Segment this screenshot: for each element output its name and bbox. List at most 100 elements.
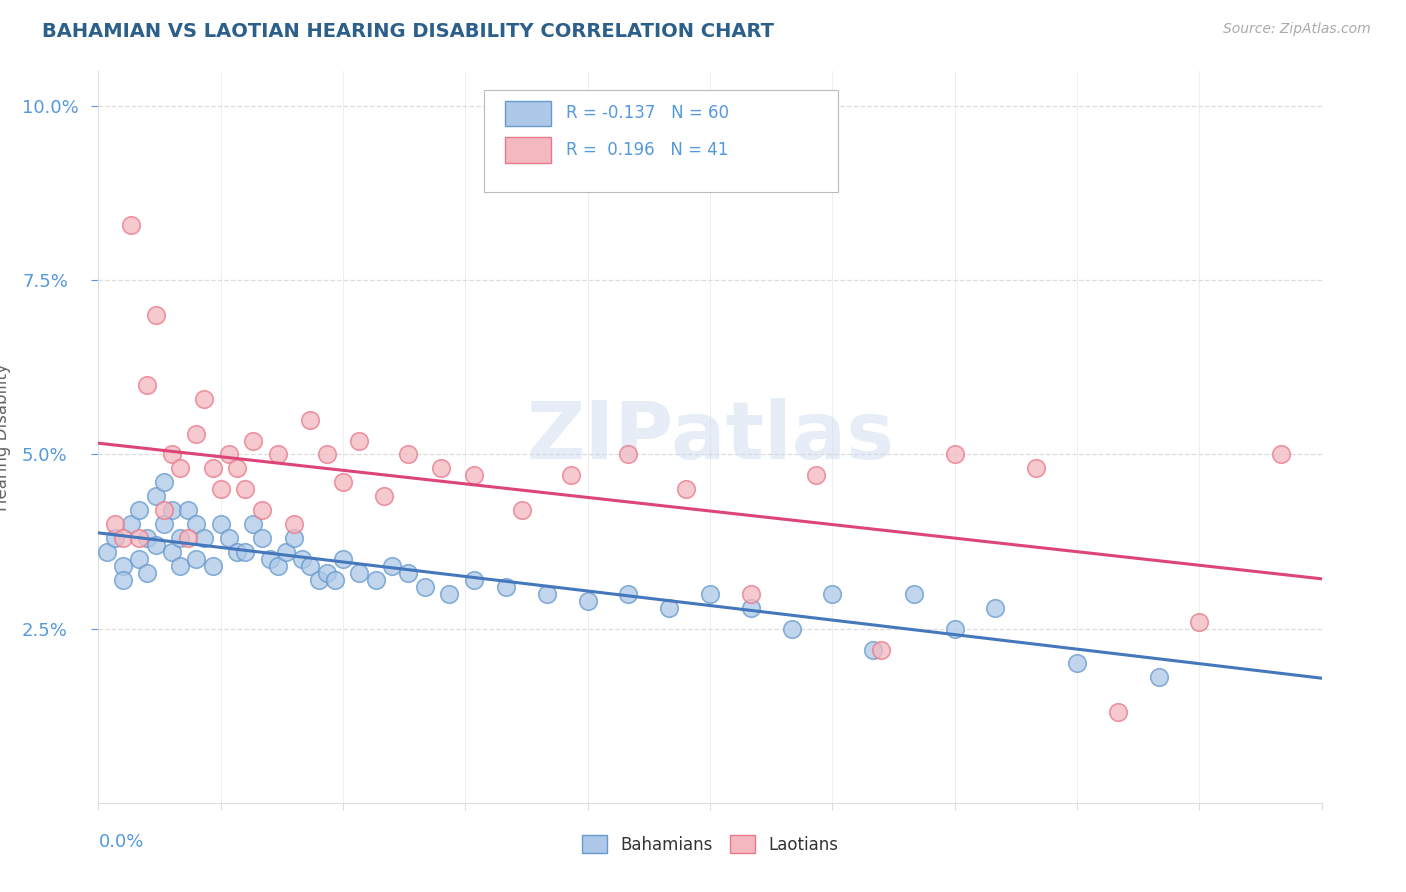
FancyBboxPatch shape [505, 101, 551, 127]
Point [226, 545, 249, 559]
Point [209, 517, 232, 532]
Point [536, 587, 558, 601]
Point [169, 558, 191, 573]
Point [169, 531, 191, 545]
Text: ZIPatlas: ZIPatlas [526, 398, 894, 476]
Point [396, 566, 419, 580]
Point [177, 503, 200, 517]
Point [323, 573, 346, 587]
Point [136, 566, 159, 580]
Point [740, 587, 762, 601]
Point [943, 622, 966, 636]
Point [463, 573, 485, 587]
Point [104, 531, 127, 545]
Point [903, 587, 925, 601]
Point [186, 426, 208, 441]
Point [349, 566, 371, 580]
Point [193, 531, 215, 545]
Legend: Bahamians, Laotians: Bahamians, Laotians [575, 829, 845, 860]
Point [152, 517, 174, 532]
Point [96, 545, 118, 559]
Point [1025, 461, 1047, 475]
Point [413, 580, 436, 594]
Point [373, 489, 395, 503]
Point [283, 517, 305, 532]
Point [233, 483, 256, 497]
Point [430, 461, 453, 475]
Text: 0.0%: 0.0% [98, 833, 143, 851]
Point [201, 558, 224, 573]
Point [145, 538, 167, 552]
Point [120, 218, 142, 232]
Point [617, 448, 640, 462]
Point [120, 517, 142, 532]
Text: Source: ZipAtlas.com: Source: ZipAtlas.com [1223, 22, 1371, 37]
Point [1147, 670, 1170, 684]
Point [111, 573, 134, 587]
Point [193, 392, 215, 406]
Point [984, 600, 1007, 615]
Point [576, 594, 599, 608]
Point [364, 573, 387, 587]
Point [315, 448, 337, 462]
Point [186, 517, 208, 532]
Point [1270, 448, 1292, 462]
Point [512, 503, 534, 517]
Point [821, 587, 844, 601]
Point [1107, 705, 1129, 719]
FancyBboxPatch shape [505, 137, 551, 163]
Text: R =  0.196   N = 41: R = 0.196 N = 41 [565, 141, 728, 159]
Point [437, 587, 460, 601]
Point [315, 566, 337, 580]
Y-axis label: Hearing Disability: Hearing Disability [0, 363, 11, 511]
Point [267, 448, 290, 462]
Point [186, 552, 208, 566]
Point [136, 531, 159, 545]
Point [242, 434, 264, 448]
Point [943, 448, 966, 462]
Point [740, 600, 762, 615]
Point [160, 545, 183, 559]
Point [870, 642, 893, 657]
Point [299, 412, 322, 426]
Point [128, 503, 150, 517]
Point [699, 587, 721, 601]
Point [111, 531, 134, 545]
Point [396, 448, 419, 462]
Point [560, 468, 582, 483]
Point [218, 531, 240, 545]
Point [136, 377, 159, 392]
Point [617, 587, 640, 601]
Point [209, 483, 232, 497]
Text: R = -0.137   N = 60: R = -0.137 N = 60 [565, 104, 728, 122]
Point [291, 552, 314, 566]
Point [160, 503, 183, 517]
Point [160, 448, 183, 462]
Point [283, 531, 305, 545]
Point [332, 475, 354, 490]
Point [259, 552, 281, 566]
Point [1188, 615, 1211, 629]
Point [169, 461, 191, 475]
Point [111, 558, 134, 573]
Point [332, 552, 354, 566]
Point [233, 545, 256, 559]
Point [226, 461, 249, 475]
Point [1066, 657, 1088, 671]
Point [780, 622, 803, 636]
Point [177, 531, 200, 545]
Point [152, 475, 174, 490]
Point [152, 503, 174, 517]
Point [128, 531, 150, 545]
Point [218, 448, 240, 462]
Point [299, 558, 322, 573]
Point [145, 308, 167, 322]
Point [128, 552, 150, 566]
Point [804, 468, 827, 483]
Point [308, 573, 330, 587]
Point [495, 580, 517, 594]
Point [104, 517, 127, 532]
FancyBboxPatch shape [484, 90, 838, 192]
Point [862, 642, 884, 657]
Point [349, 434, 371, 448]
